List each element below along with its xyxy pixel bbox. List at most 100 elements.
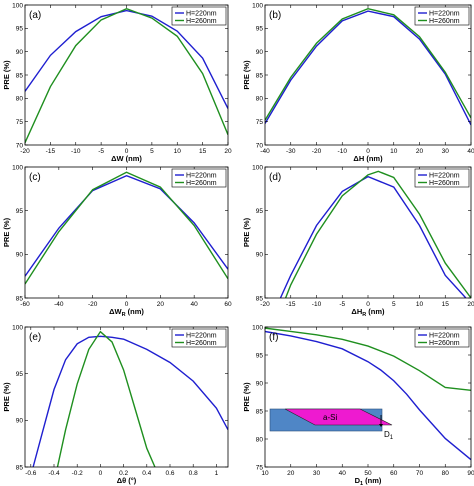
- x-axis-label: Δθ (°): [117, 476, 137, 485]
- plot-area: [265, 167, 471, 298]
- x-tick-label: 20: [416, 148, 424, 155]
- y-tick-label: 95: [256, 26, 264, 33]
- y-tick-label: 95: [16, 26, 24, 33]
- x-tick-label: 20: [467, 301, 474, 308]
- legend-label-2: H=260nm: [186, 18, 217, 25]
- series-line-1: [265, 10, 471, 126]
- x-axis-label-base: Δθ: [117, 476, 126, 485]
- x-tick-label: -20: [88, 301, 98, 308]
- x-tick-label: 10: [390, 148, 398, 155]
- chart-panel-4: -20 -15 -10 -5 0 5 10 15 20 85 90 95 100 ΔHR (nm) PRE …: [242, 164, 474, 318]
- x-tick-label: 90: [467, 470, 474, 477]
- x-tick-label: 0: [366, 301, 370, 308]
- y-tick-label: 70: [16, 142, 24, 149]
- x-axis-label-unit: (nm): [364, 154, 383, 163]
- y-tick-label: 100: [252, 2, 263, 9]
- inset-material-label: a-Si: [323, 413, 337, 422]
- plot-area: [265, 327, 471, 467]
- x-tick-label: 0: [366, 148, 370, 155]
- x-tick-label: 40: [339, 470, 347, 477]
- y-axis-label: PRE (%): [242, 217, 251, 247]
- panel-label: (e): [29, 332, 41, 343]
- x-tick-label: 20: [157, 301, 165, 308]
- x-tick-label: -60: [20, 301, 30, 308]
- series-line-2: [25, 171, 228, 285]
- legend-label-1: H=220nm: [186, 172, 217, 179]
- x-axis-label-unit: (nm): [126, 307, 145, 316]
- x-axis-label: ΔH (nm): [353, 154, 383, 163]
- x-axis-label-unit: (nm): [366, 307, 385, 316]
- y-tick-label: 90: [16, 418, 24, 425]
- y-tick-label: 90: [256, 49, 264, 56]
- x-axis-label-base: ΔW: [109, 307, 122, 316]
- series-line-1: [25, 9, 228, 109]
- y-tick-label: 90: [16, 49, 24, 56]
- x-tick-label: 20: [287, 470, 295, 477]
- panel-label: (a): [29, 10, 41, 21]
- x-tick-label: 0.6: [165, 470, 174, 477]
- x-tick-label: 60: [224, 301, 232, 308]
- x-axis-label-base: ΔW: [111, 154, 124, 163]
- legend-box: [414, 6, 470, 26]
- x-tick-label: -15: [286, 301, 296, 308]
- inset-dim-arrowhead: [379, 424, 383, 427]
- plot-area: [25, 327, 228, 467]
- y-tick-label: 100: [252, 324, 263, 331]
- series-line-2: [284, 170, 471, 298]
- y-tick-label: 75: [16, 119, 24, 126]
- y-tick-label: 95: [256, 352, 264, 359]
- legend-label-1: H=220nm: [429, 332, 460, 339]
- series-line-1: [279, 175, 467, 298]
- x-tick-label: -15: [46, 148, 56, 155]
- x-tick-label: -40: [54, 301, 64, 308]
- legend-label-2: H=260nm: [429, 180, 460, 187]
- x-tick-label: 0: [125, 301, 129, 308]
- x-tick-label: 5: [150, 148, 154, 155]
- x-tick-label: -30: [286, 148, 296, 155]
- x-axis-label-subscript: R: [122, 312, 126, 318]
- y-tick-label: 75: [256, 464, 264, 471]
- x-tick-label: 1: [215, 470, 219, 477]
- x-axis-label: ΔW (nm): [111, 154, 142, 163]
- y-tick-label: 85: [256, 72, 264, 79]
- legend-label-1: H=220nm: [186, 10, 217, 17]
- inset-dim-label: D1: [384, 430, 394, 441]
- x-tick-label: 30: [313, 470, 321, 477]
- legend-box: [171, 328, 227, 348]
- x-tick-label: 10: [261, 470, 269, 477]
- y-axis-label: PRE (%): [242, 382, 251, 412]
- x-tick-label: -10: [312, 301, 322, 308]
- x-axis-label: ΔWR (nm): [109, 307, 144, 318]
- y-tick-label: 80: [16, 96, 24, 103]
- legend-label-1: H=220nm: [186, 332, 217, 339]
- x-tick-label: 40: [191, 301, 199, 308]
- y-tick-label: 85: [16, 464, 24, 471]
- x-axis-label-subscript: 1: [360, 481, 363, 486]
- chart-panel-1: -20 -15 -10 -5 0 5 10 15 20 70 75 80 85 90 95 100 ΔW (nm…: [2, 2, 232, 163]
- legend-box: [171, 6, 227, 26]
- x-tick-label: 60: [390, 470, 398, 477]
- y-tick-label: 70: [256, 142, 264, 149]
- inset-schematic: a-Si D1: [269, 408, 394, 441]
- x-axis-label-base: ΔH: [351, 307, 362, 316]
- plot-area: [265, 5, 471, 145]
- chart-panel-2: -40 -30 -20 -10 0 10 20 30 40 70 75 80 85 90 95 100 ΔH (…: [242, 2, 474, 163]
- x-tick-label: -10: [338, 148, 348, 155]
- x-tick-label: -0.6: [25, 470, 37, 477]
- series-line-1: [25, 174, 228, 277]
- x-tick-label: 50: [364, 470, 372, 477]
- x-tick-label: 40: [467, 148, 474, 155]
- y-tick-label: 90: [256, 252, 264, 259]
- chart-panel-5: -0.6 -0.4 -0.2 0 0.2 0.4 0.6 0.8 1 85 90 95 100 Δθ (°…: [2, 324, 229, 485]
- x-axis-label: ΔHR (nm): [351, 307, 385, 318]
- legend-label-2: H=260nm: [186, 180, 217, 187]
- y-tick-label: 80: [256, 436, 264, 443]
- y-tick-label: 100: [12, 164, 23, 171]
